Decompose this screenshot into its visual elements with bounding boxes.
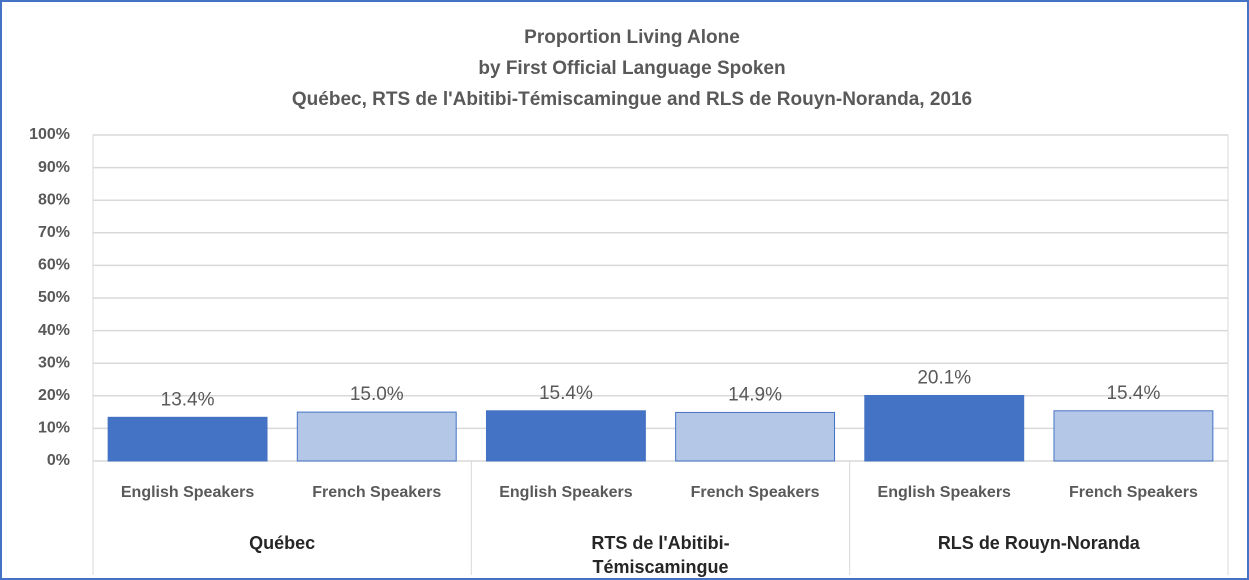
chart-title: Québec, RTS de l'Abitibi-Témiscamingue a… <box>292 89 972 110</box>
group-label: Québec <box>249 533 316 553</box>
bar <box>1053 410 1214 462</box>
value-label: 15.4% <box>539 383 593 404</box>
group-label: RLS de Rouyn-Noranda <box>937 533 1140 553</box>
x-tick-label: French Speakers <box>312 484 441 501</box>
value-label: 13.4% <box>161 389 215 410</box>
value-label: 14.9% <box>728 384 782 405</box>
value-label: 15.0% <box>350 384 404 405</box>
y-tick-label: 50% <box>38 289 70 306</box>
y-tick-label: 100% <box>29 126 70 143</box>
x-tick-label: English Speakers <box>878 484 1011 501</box>
y-tick-label: 20% <box>38 387 70 404</box>
x-tick-label: French Speakers <box>691 484 820 501</box>
y-tick-label: 60% <box>38 257 70 274</box>
x-tick-label: English Speakers <box>499 484 632 501</box>
y-tick-label: 70% <box>38 224 70 241</box>
y-tick-label: 0% <box>47 452 70 469</box>
y-tick-label: 40% <box>38 322 70 339</box>
y-tick-label: 80% <box>38 191 70 208</box>
bar <box>485 410 646 462</box>
value-label: 15.4% <box>1106 383 1160 404</box>
x-tick-label: English Speakers <box>121 484 254 501</box>
bar <box>675 411 836 462</box>
y-tick-label: 90% <box>38 159 70 176</box>
group-label: RTS de l'Abitibi-Témiscamingue <box>591 533 730 577</box>
bar <box>864 394 1025 462</box>
y-tick-label: 30% <box>38 354 70 371</box>
y-tick-label: 10% <box>38 420 70 437</box>
value-label: 20.1% <box>917 367 971 388</box>
bar <box>107 416 268 462</box>
chart-title: Proportion Living Alone <box>524 27 740 48</box>
bar <box>296 411 457 462</box>
x-tick-label: French Speakers <box>1069 484 1198 501</box>
chart-title: by First Official Language Spoken <box>478 58 785 79</box>
